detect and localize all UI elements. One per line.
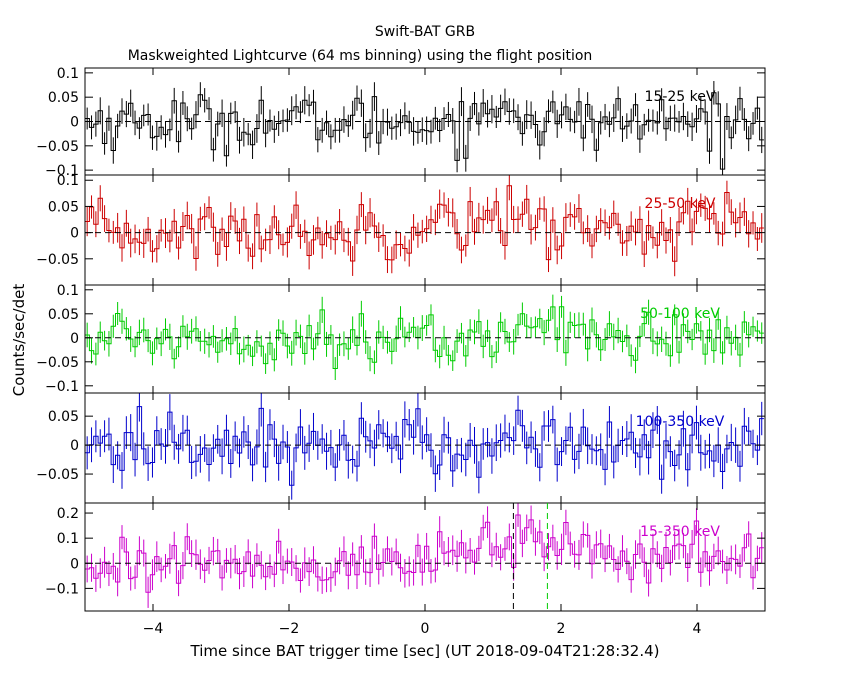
y-tick-label: 0 <box>70 438 79 454</box>
band-label: 50-100 keV <box>640 306 720 322</box>
y-tick-label: 0 <box>70 115 79 131</box>
panel-2: −0.05 0 0.05 0.1 25-50 keV <box>36 173 766 286</box>
x-tick-label: 2 <box>557 621 566 637</box>
y-tick-label: 0.1 <box>57 173 79 189</box>
y-tick-label: 0.1 <box>57 283 79 299</box>
panel-frame <box>84 502 766 612</box>
series-line <box>85 185 764 262</box>
y-tick-label: 0.1 <box>57 531 79 547</box>
series-line <box>85 92 764 170</box>
y-tick-label: 0.05 <box>48 199 79 215</box>
chart-title: Swift-BAT GRB <box>375 24 475 40</box>
band-label: 15-25 keV <box>645 89 716 105</box>
x-tick-label: 4 <box>693 621 702 637</box>
y-tick-label: −0.05 <box>36 467 79 483</box>
series-line <box>85 306 764 369</box>
y-tick-label: −0.1 <box>45 581 79 597</box>
y-tick-label: 0.1 <box>57 66 79 82</box>
y-tick-label: −0.1 <box>45 379 79 395</box>
x-tick-label: 0 <box>421 621 430 637</box>
panel-1: −0.1 −0.05 0 0.05 0.1 15-25 keV <box>36 66 766 179</box>
y-tick-label: −0.05 <box>36 252 79 268</box>
y-tick-label: −0.05 <box>36 355 79 371</box>
x-axis-title: Time since BAT trigger time [sec] (UT 20… <box>190 642 660 660</box>
x-tick-label: −2 <box>279 621 300 637</box>
panel-3: −0.1 −0.05 0 0.05 0.1 50-100 keV <box>36 283 766 395</box>
y-tick-label: 0 <box>70 556 79 572</box>
chart-subtitle: Maskweighted Lightcurve (64 ms binning) … <box>128 48 593 64</box>
panel-group: −0.1 −0.05 0 0.05 0.1 15-25 keV −0.05 0 0.05 0.1 2… <box>36 66 766 637</box>
y-tick-label: 0.2 <box>57 506 79 522</box>
y-tick-label: 0.05 <box>48 90 79 106</box>
band-label: 25-50 keV <box>645 196 716 212</box>
y-axis-title: Counts/sec/det <box>10 284 28 397</box>
y-tick-label: 0.05 <box>48 307 79 323</box>
panel-4: −0.05 0 0.05 100-350 keV <box>36 392 766 504</box>
y-tick-label: −0.05 <box>36 139 79 155</box>
y-tick-label: 0 <box>70 226 79 242</box>
panel-frame <box>84 392 766 504</box>
band-label: 15-350 keV <box>640 524 720 540</box>
y-tick-label: 0 <box>70 331 79 347</box>
panel-5: −0.1 0 0.1 0.2 15-350 keV <box>45 502 766 612</box>
x-tick-label: −4 <box>143 621 164 637</box>
y-tick-label: 0.05 <box>48 409 79 425</box>
series-line <box>85 514 764 593</box>
band-label: 100-350 keV <box>636 414 725 430</box>
y-tick-label: −0.1 <box>45 163 79 179</box>
series-line <box>85 406 764 486</box>
